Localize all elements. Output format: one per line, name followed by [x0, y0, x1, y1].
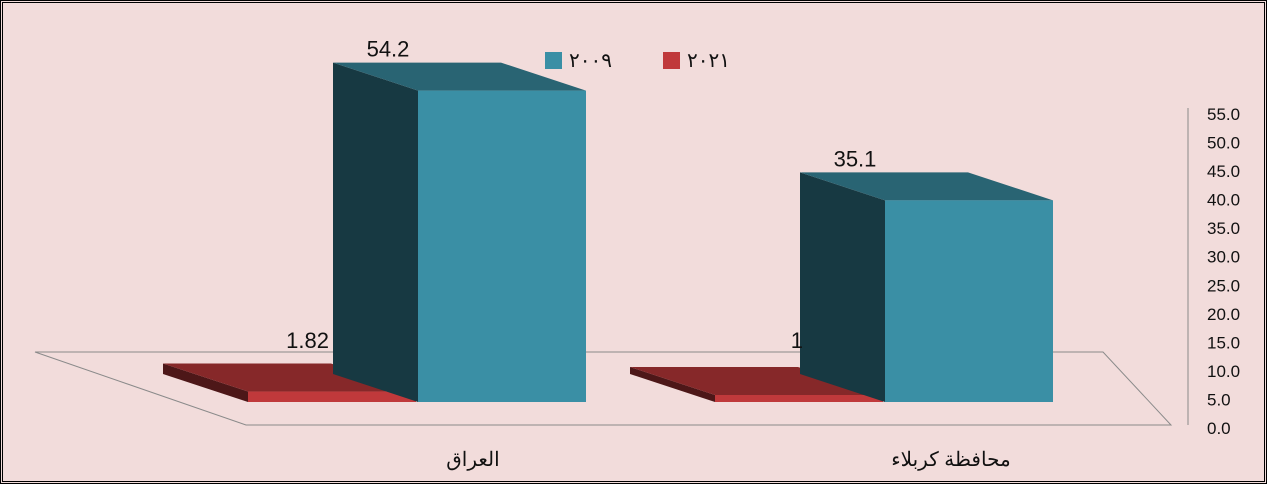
bars — [163, 62, 1053, 402]
category-labels: العراق محافظة كربلاء — [446, 449, 1010, 471]
value-axis-ticks: 0.0 5.0 10.0 15.0 20.0 25.0 30.0 35.0 40.0 45.0 50… — [1207, 105, 1240, 438]
y-tick-label: 25.0 — [1207, 276, 1240, 295]
bar-2021 — [163, 363, 416, 402]
y-tick-label: 0.0 — [1207, 419, 1231, 438]
y-tick-label: 45.0 — [1207, 162, 1240, 181]
bar-2021 — [630, 367, 883, 402]
bar-2021-side — [630, 367, 715, 402]
y-tick-label: 15.0 — [1207, 333, 1240, 352]
bar-2021-side — [163, 363, 248, 402]
data-labels: 54.2 1.82 35.1 1 — [286, 37, 876, 353]
legend-label-2021: ٢٠٢١ — [687, 50, 730, 72]
bar-2021-front — [248, 391, 416, 402]
data-label-2021: 1.82 — [286, 328, 329, 353]
bar-2021-front — [715, 395, 883, 402]
bar-2009-front — [418, 90, 586, 402]
bar-2009 — [333, 62, 586, 402]
data-label-2021: 1 — [791, 328, 803, 353]
y-tick-label: 40.0 — [1207, 191, 1240, 210]
bar-2009-top — [800, 172, 1053, 201]
y-tick-label: 50.0 — [1207, 134, 1240, 153]
bar-2009-side — [333, 62, 418, 402]
data-label-2009: 35.1 — [834, 146, 877, 171]
bar-chart: 0.0 5.0 10.0 15.0 20.0 25.0 30.0 35.0 40.0 45.0 50… — [34, 37, 1240, 471]
y-tick-label: 20.0 — [1207, 305, 1240, 324]
bar-2009-side — [800, 172, 885, 402]
legend-label-2009: ٢٠٠٩ — [569, 50, 612, 72]
legend-swatch-2009 — [545, 52, 562, 69]
bar-2021-top — [630, 367, 883, 395]
legend-swatch-2021 — [663, 52, 680, 69]
y-tick-label: 35.0 — [1207, 219, 1240, 238]
bar-2009-front — [885, 200, 1053, 402]
y-tick-label: 30.0 — [1207, 248, 1240, 267]
bar-2009-top — [333, 62, 586, 91]
bar-2009 — [800, 172, 1053, 402]
bar-2021-top — [163, 363, 416, 392]
y-tick-label: 5.0 — [1207, 390, 1231, 409]
y-tick-label: 55.0 — [1207, 105, 1240, 124]
category-label: محافظة كربلاء — [891, 449, 1010, 471]
category-label: العراق — [446, 449, 499, 471]
legend: ٢٠٠٩ ٢٠٢١ — [545, 50, 730, 72]
y-tick-label: 10.0 — [1207, 362, 1240, 381]
data-label-2009: 54.2 — [367, 37, 410, 62]
